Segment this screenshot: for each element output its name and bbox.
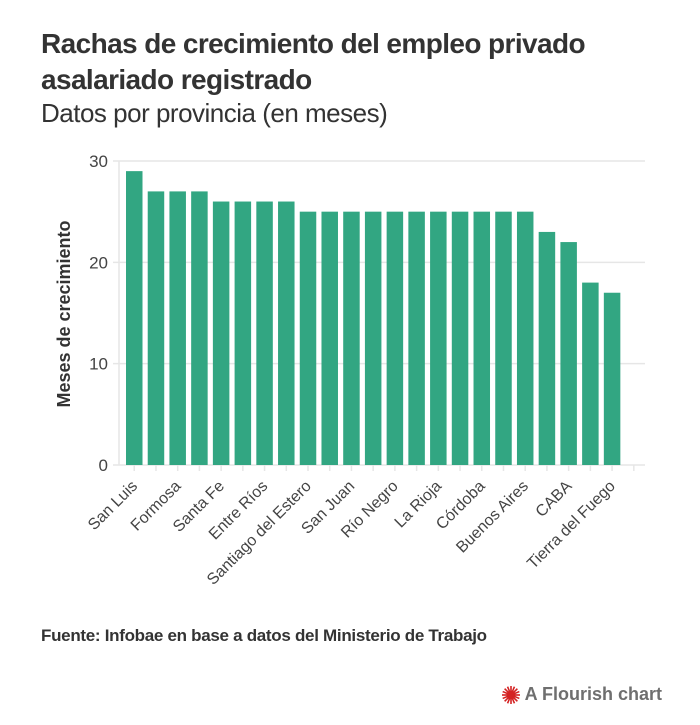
bar[interactable] — [582, 282, 599, 465]
y-tick-label: 20 — [89, 253, 108, 272]
y-axis-title: Meses de crecimiento — [54, 220, 74, 407]
flourish-logo-icon — [501, 685, 521, 705]
bar[interactable] — [495, 211, 512, 465]
bar[interactable] — [364, 211, 382, 465]
bar[interactable] — [191, 191, 208, 465]
bar[interactable] — [299, 211, 317, 465]
bar[interactable] — [451, 211, 469, 465]
bar[interactable] — [343, 211, 360, 465]
flourish-credit-link[interactable]: A Flourish chart — [501, 684, 662, 705]
bar[interactable] — [603, 292, 621, 465]
source-note: Fuente: Infobae en base a datos del Mini… — [41, 626, 487, 645]
bar[interactable] — [212, 201, 230, 466]
y-tick-label: 0 — [99, 456, 108, 475]
chart-subtitle: Datos por provincia (en meses) — [41, 98, 388, 128]
y-tick-label: 30 — [89, 152, 108, 171]
bar[interactable] — [234, 201, 252, 466]
y-tick-label: 10 — [89, 355, 108, 374]
bar[interactable] — [169, 191, 186, 465]
y-axis: 0 10 20 30 — [89, 152, 120, 475]
bar[interactable] — [560, 242, 577, 465]
bar[interactable] — [278, 201, 295, 466]
bar[interactable] — [538, 231, 556, 465]
bar[interactable] — [147, 191, 165, 465]
bars — [126, 171, 621, 466]
bar[interactable] — [321, 211, 338, 465]
chart-title: Rachas de crecimiento del empleo privado… — [41, 28, 586, 95]
bar[interactable] — [408, 211, 425, 465]
bar[interactable] — [126, 171, 143, 465]
bar[interactable] — [386, 211, 404, 465]
bar[interactable] — [256, 201, 273, 466]
bar[interactable] — [516, 211, 534, 465]
bar[interactable] — [430, 211, 447, 465]
credit-label: A Flourish chart — [524, 684, 662, 704]
bar[interactable] — [473, 211, 491, 465]
